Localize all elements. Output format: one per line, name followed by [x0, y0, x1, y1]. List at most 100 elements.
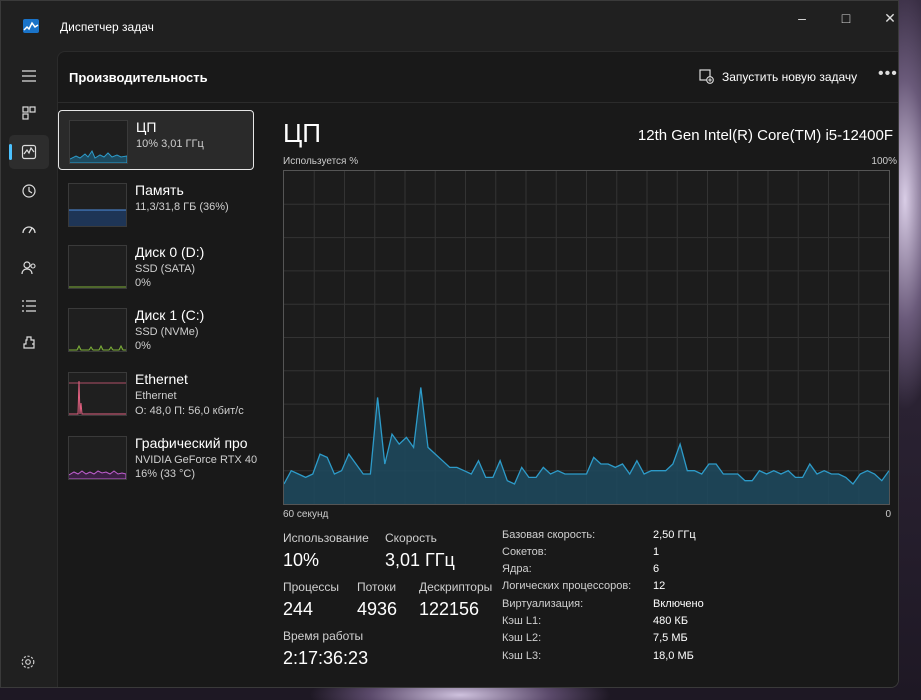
perf-item-name: Память: [135, 182, 184, 198]
info-row: Кэш L3: 18,0 МБ: [502, 650, 722, 667]
services-icon: [23, 336, 35, 349]
perf-item-throughput: О: 48,0 П: 56,0 кбит/с: [135, 405, 244, 417]
info-row: Кэш L1: 480 КБ: [502, 615, 722, 632]
hamburger-menu-button[interactable]: [9, 59, 49, 93]
users-icon: [21, 261, 36, 275]
info-key: Виртуализация:: [502, 598, 584, 610]
nav-performance[interactable]: [9, 135, 49, 169]
uptime-value: 2:17:36:23: [283, 648, 369, 668]
info-value: 2,50 ГГц: [653, 529, 696, 541]
minimize-button[interactable]: –: [798, 10, 806, 26]
active-indicator: [9, 144, 12, 160]
page-title: Производительность: [69, 70, 208, 85]
window-title: Диспетчер задач: [60, 20, 154, 34]
graph-grid: [284, 171, 889, 504]
cpu-usage-graph: [283, 170, 890, 505]
nav-details[interactable]: [9, 289, 49, 323]
info-value: 7,5 МБ: [653, 632, 688, 644]
more-options-button[interactable]: •••: [878, 65, 898, 82]
processes-value: 244: [283, 599, 314, 619]
perf-item-usage: 16% (33 °C): [135, 468, 196, 480]
graph-max-label: 100%: [871, 156, 897, 167]
performance-icon: [21, 144, 37, 160]
processes-label: Процессы: [283, 580, 340, 594]
info-value: 480 КБ: [653, 615, 689, 627]
perf-item-name: Диск 1 (C:): [135, 307, 205, 323]
page-header: Производительность Запустить новую задач…: [58, 52, 898, 103]
gpu-thumbnail-graph: [68, 436, 127, 480]
maximize-button[interactable]: □: [841, 10, 851, 26]
info-row: Ядра: 6: [502, 563, 722, 580]
speed-value: 3,01 ГГц: [385, 550, 455, 570]
navigation-rail: [1, 51, 57, 687]
disk0-thumbnail-graph: [68, 245, 127, 289]
run-new-task-label: Запустить новую задачу: [722, 69, 858, 84]
perf-item-memory[interactable]: Память 11,3/31,8 ГБ (36%): [58, 174, 254, 232]
hamburger-menu-icon: [22, 70, 36, 82]
startup-apps-icon: [22, 226, 36, 234]
info-row: Сокетов: 1: [502, 546, 722, 563]
perf-item-usage: 0%: [135, 277, 151, 289]
close-button[interactable]: ✕: [884, 10, 896, 26]
run-task-icon: [699, 69, 714, 84]
title-bar[interactable]: Диспетчер задач – □ ✕: [1, 1, 898, 51]
perf-item-gpu[interactable]: Графический про NVIDIA GeForce RTX 406 1…: [58, 427, 257, 485]
info-key: Кэш L3:: [502, 650, 542, 662]
info-value: 1: [653, 546, 660, 558]
info-row: Кэш L2: 7,5 МБ: [502, 632, 722, 649]
nav-processes[interactable]: [9, 96, 49, 130]
info-row: Виртуализация: Включено: [502, 598, 722, 615]
main-content: Производительность Запустить новую задач…: [57, 51, 898, 687]
graph-usage-label: Используется %: [283, 156, 359, 167]
perf-item-type: SSD (NVMe): [135, 326, 199, 338]
app-history-icon: [22, 184, 36, 198]
cpu-usage-line: [284, 387, 889, 485]
perf-item-cpu[interactable]: ЦП 10% 3,01 ГГц: [58, 110, 254, 170]
run-new-task-button[interactable]: Запустить новую задачу: [699, 69, 857, 84]
graph-axis-left-label: 60 секунд: [283, 509, 329, 520]
info-key: Ядра:: [502, 563, 532, 575]
info-key: Логических процессоров:: [502, 580, 632, 592]
cpu-model-name: 12th Gen Intel(R) Core(TM) i5-12400F: [637, 127, 893, 144]
info-row: Базовая скорость: 2,50 ГГц: [502, 529, 722, 546]
perf-item-name: ЦП: [136, 119, 157, 135]
perf-item-type: Ethernet: [135, 390, 177, 402]
memory-thumbnail-graph: [68, 183, 127, 227]
info-key: Сокетов:: [502, 546, 547, 558]
details-icon: [22, 300, 36, 312]
handles-value: 122156: [419, 599, 480, 619]
processes-icon: [22, 106, 36, 120]
disk1-thumbnail-graph: [68, 308, 127, 352]
perf-item-disk-1[interactable]: Диск 1 (C:) SSD (NVMe) 0%: [58, 299, 254, 357]
perf-item-detail: 11,3/31,8 ГБ (36%): [135, 201, 229, 213]
nav-startup-apps[interactable]: [9, 213, 49, 247]
info-value: Включено: [653, 598, 704, 610]
nav-app-history[interactable]: [9, 174, 49, 208]
nav-users[interactable]: [9, 251, 49, 285]
uptime-label: Время работы: [283, 629, 364, 643]
usage-value: 10%: [283, 550, 320, 570]
threads-label: Потоки: [357, 580, 397, 594]
task-manager-app-icon: [23, 19, 39, 33]
info-value: 18,0 МБ: [653, 650, 694, 662]
perf-item-name: Ethernet: [135, 371, 188, 387]
threads-value: 4936: [357, 599, 398, 619]
perf-item-type: SSD (SATA): [135, 263, 196, 275]
cpu-detail-panel: ЦП 12th Gen Intel(R) Core(TM) i5-12400F …: [283, 110, 897, 680]
info-key: Кэш L1:: [502, 615, 542, 627]
perf-item-model: NVIDIA GeForce RTX 406: [135, 454, 257, 466]
usage-label: Использование: [283, 531, 369, 545]
handles-label: Дескрипторы: [419, 580, 493, 594]
perf-item-disk-0[interactable]: Диск 0 (D:) SSD (SATA) 0%: [58, 236, 254, 294]
perf-item-usage: 0%: [135, 340, 151, 352]
cpu-thumbnail-graph: [69, 120, 128, 164]
detail-heading: ЦП: [283, 118, 321, 148]
ethernet-thumbnail-graph: [68, 372, 127, 416]
perf-item-ethernet[interactable]: Ethernet Ethernet О: 48,0 П: 56,0 кбит/с: [58, 363, 254, 421]
settings-button[interactable]: [20, 654, 36, 674]
info-key: Кэш L2:: [502, 632, 542, 644]
perf-item-name: Диск 0 (D:): [135, 244, 205, 260]
graph-axis-right-label: 0: [885, 509, 891, 520]
info-value: 12: [653, 580, 666, 592]
nav-services[interactable]: [9, 327, 49, 361]
